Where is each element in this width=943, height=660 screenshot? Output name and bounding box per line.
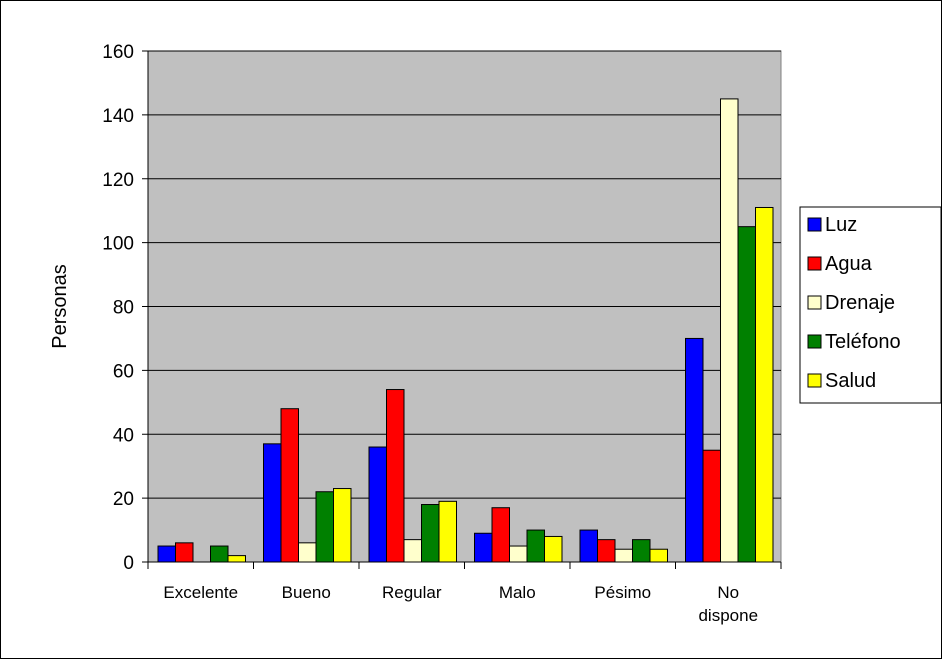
y-tick-label: 120 bbox=[102, 170, 134, 191]
x-tick-label: Regular bbox=[382, 583, 442, 602]
y-tick-label: 40 bbox=[113, 425, 134, 446]
gridlines bbox=[148, 50, 781, 499]
bar-luz bbox=[157, 545, 176, 563]
y-tick-label: 160 bbox=[102, 42, 134, 63]
legend-swatch bbox=[807, 373, 822, 388]
bar-luz bbox=[263, 443, 282, 563]
bar-drenaje bbox=[720, 98, 739, 563]
y-tick-label: 140 bbox=[102, 106, 134, 127]
bar-salud bbox=[755, 206, 774, 563]
bar-luz bbox=[579, 529, 598, 563]
axes bbox=[142, 50, 782, 569]
bars bbox=[157, 98, 774, 563]
x-tick-labels: Excelente Bueno Regular Malo Pésimo No dispone bbox=[163, 583, 758, 625]
bar-salud bbox=[333, 488, 352, 563]
legend-label: Drenaje bbox=[825, 292, 895, 314]
bar-agua bbox=[491, 507, 510, 563]
legend-swatch bbox=[807, 334, 822, 349]
y-tick-label: 80 bbox=[113, 298, 134, 319]
bar-agua bbox=[280, 408, 299, 563]
bar-drenaje bbox=[614, 548, 633, 563]
legend-label: Luz bbox=[825, 214, 857, 236]
bar-salud bbox=[544, 535, 563, 563]
bar-teléfono bbox=[210, 545, 229, 563]
legend: Luz Agua Drenaje Teléfono Salud bbox=[799, 206, 942, 404]
legend-swatch bbox=[807, 256, 822, 271]
x-tick-label: Bueno bbox=[282, 583, 331, 602]
bar-luz bbox=[474, 532, 493, 563]
bar-teléfono bbox=[315, 491, 334, 563]
y-tick-label: 0 bbox=[123, 553, 134, 574]
x-tick-label: dispone bbox=[698, 606, 758, 625]
bar-luz bbox=[368, 446, 387, 563]
bar-salud bbox=[227, 555, 246, 563]
y-tick-labels: 0 20 40 60 80 100 120 140 160 bbox=[102, 42, 134, 574]
bar-luz bbox=[685, 337, 704, 563]
x-tick-label: Excelente bbox=[163, 583, 238, 602]
legend-box bbox=[799, 206, 942, 404]
x-tick-label: Pésimo bbox=[594, 583, 651, 602]
legend-swatch bbox=[807, 217, 822, 232]
bar-teléfono bbox=[632, 539, 651, 563]
bar-drenaje bbox=[403, 539, 422, 563]
bar-teléfono bbox=[526, 529, 545, 563]
bar-drenaje bbox=[509, 545, 528, 563]
bar-agua bbox=[386, 389, 405, 563]
bar-drenaje bbox=[298, 542, 317, 563]
bar-teléfono bbox=[421, 504, 440, 563]
x-tick-label: No bbox=[717, 583, 739, 602]
y-tick-label: 20 bbox=[113, 489, 134, 510]
legend-label: Agua bbox=[825, 253, 873, 275]
y-tick-label: 100 bbox=[102, 234, 134, 255]
bar-agua bbox=[702, 449, 721, 563]
bar-agua bbox=[597, 539, 616, 563]
legend-swatch bbox=[807, 295, 822, 310]
bar-salud bbox=[438, 500, 457, 563]
x-tick-label: Malo bbox=[499, 583, 536, 602]
y-axis-title: Personas bbox=[49, 264, 71, 349]
bar-agua bbox=[175, 542, 194, 563]
legend-label: Salud bbox=[825, 370, 876, 392]
bar-salud bbox=[649, 548, 668, 563]
bar-teléfono bbox=[737, 226, 756, 563]
y-tick-label: 60 bbox=[113, 361, 134, 382]
legend-label: Teléfono bbox=[825, 331, 901, 353]
